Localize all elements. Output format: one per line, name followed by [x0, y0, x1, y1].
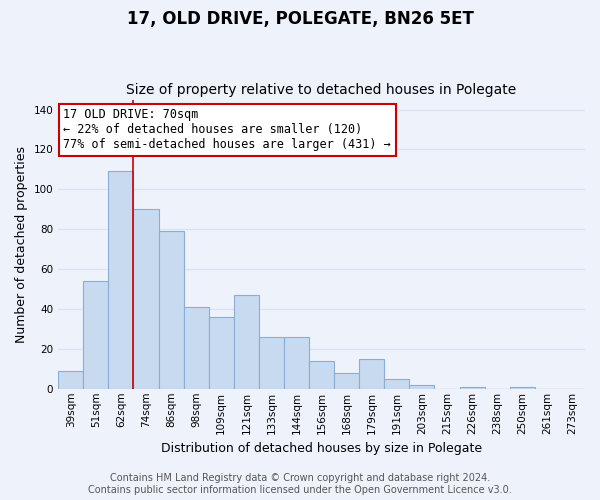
Bar	[460, 387, 485, 389]
Bar	[133, 210, 158, 389]
Bar	[234, 295, 259, 389]
Bar	[309, 361, 334, 389]
Bar	[359, 359, 385, 389]
Bar	[284, 337, 309, 389]
X-axis label: Distribution of detached houses by size in Polegate: Distribution of detached houses by size …	[161, 442, 482, 455]
Title: Size of property relative to detached houses in Polegate: Size of property relative to detached ho…	[127, 83, 517, 97]
Bar	[83, 281, 109, 389]
Bar	[510, 387, 535, 389]
Bar	[209, 317, 234, 389]
Bar	[409, 385, 434, 389]
Bar	[259, 337, 284, 389]
Bar	[58, 371, 83, 389]
Bar	[334, 373, 359, 389]
Text: Contains HM Land Registry data © Crown copyright and database right 2024.
Contai: Contains HM Land Registry data © Crown c…	[88, 474, 512, 495]
Bar	[109, 172, 133, 389]
Text: 17 OLD DRIVE: 70sqm
← 22% of detached houses are smaller (120)
77% of semi-detac: 17 OLD DRIVE: 70sqm ← 22% of detached ho…	[64, 108, 391, 151]
Y-axis label: Number of detached properties: Number of detached properties	[15, 146, 28, 342]
Text: 17, OLD DRIVE, POLEGATE, BN26 5ET: 17, OLD DRIVE, POLEGATE, BN26 5ET	[127, 10, 473, 28]
Bar	[385, 379, 409, 389]
Bar	[184, 307, 209, 389]
Bar	[158, 231, 184, 389]
